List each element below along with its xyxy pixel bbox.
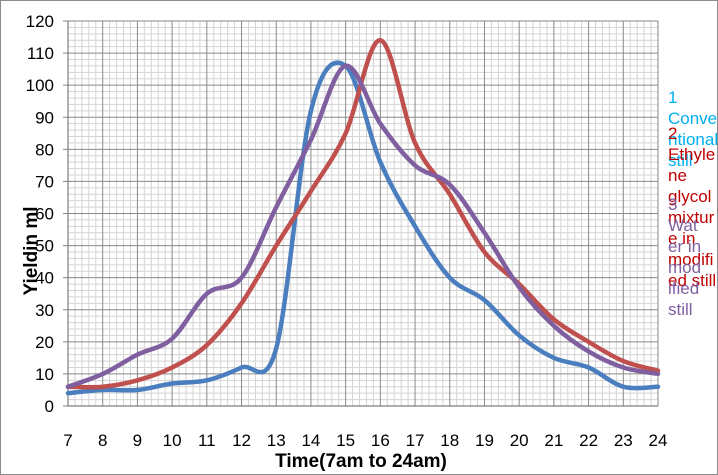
y-tick-labels: 0 10 20 30 40 50 60 70 80 90 100 110 120 bbox=[26, 12, 54, 416]
y-tick-label: 120 bbox=[26, 12, 54, 31]
legend-text-line: ified bbox=[668, 279, 699, 298]
x-tick-label: 12 bbox=[232, 431, 251, 450]
legend-text-line: mod bbox=[668, 258, 701, 277]
legend-text-line: 1 bbox=[668, 88, 677, 107]
y-tick-label: 50 bbox=[35, 237, 54, 256]
y-tick-label: 10 bbox=[35, 365, 54, 384]
x-tick-label: 22 bbox=[579, 431, 598, 450]
x-axis-title: Time(7am to 24am) bbox=[275, 451, 447, 472]
x-tick-label: 19 bbox=[475, 431, 494, 450]
legend-entry-3: 3 Wat er in mod ified still bbox=[668, 195, 701, 319]
y-tick-label: 90 bbox=[35, 108, 54, 127]
x-tick-labels: 7 8 9 10 11 12 13 14 15 16 17 18 19 20 21 22 23 24 bbox=[63, 431, 667, 450]
axes bbox=[63, 20, 658, 407]
legend-text-line: 2 bbox=[668, 124, 677, 143]
legend-text-line: 3 bbox=[668, 195, 677, 214]
y-tick-label: 20 bbox=[35, 333, 54, 352]
x-tick-label: 7 bbox=[63, 431, 72, 450]
x-tick-label: 18 bbox=[440, 431, 459, 450]
series-line-3 bbox=[65, 63, 661, 389]
y-tick-label: 40 bbox=[35, 269, 54, 288]
x-tick-label: 13 bbox=[267, 431, 286, 450]
legend: 1 Conve ntional still 2 Ethyle ne glycol mixtur e… bbox=[668, 88, 718, 319]
legend-text-line: modifi bbox=[668, 250, 713, 269]
legend-text-line: glycol bbox=[668, 187, 711, 206]
x-tick-label: 14 bbox=[301, 431, 320, 450]
x-tick-label: 9 bbox=[133, 431, 142, 450]
legend-text-line: Wat bbox=[668, 216, 698, 235]
x-tick-label: 11 bbox=[198, 431, 216, 450]
y-tick-label: 60 bbox=[35, 205, 54, 224]
series-layer bbox=[65, 38, 661, 396]
series-line-2 bbox=[65, 38, 661, 390]
y-tick-label: 30 bbox=[35, 301, 54, 320]
legend-text-line: still bbox=[668, 300, 693, 319]
x-tick-label: 15 bbox=[336, 431, 355, 450]
legend-text-line: mixtur bbox=[668, 208, 715, 227]
x-tick-label: 8 bbox=[98, 431, 107, 450]
legend-text-line: ne bbox=[668, 166, 687, 185]
x-tick-label: 20 bbox=[510, 431, 529, 450]
legend-text-line: er in bbox=[668, 237, 701, 256]
x-tick-label: 23 bbox=[614, 431, 633, 450]
x-tick-label: 16 bbox=[371, 431, 390, 450]
y-tick-label: 70 bbox=[35, 172, 54, 191]
legend-entry-1: 1 Conve ntional still bbox=[668, 88, 718, 170]
legend-text-line: Ethyle bbox=[668, 145, 715, 164]
y-tick-label: 80 bbox=[35, 140, 54, 159]
legend-text-line: Conve bbox=[668, 109, 717, 128]
x-tick-label: 24 bbox=[649, 431, 668, 450]
x-tick-label: 21 bbox=[544, 431, 563, 450]
y-tick-label: 110 bbox=[27, 44, 54, 63]
x-tick-label: 10 bbox=[163, 431, 182, 450]
legend-text-line: ed still bbox=[668, 271, 716, 290]
legend-text-line: ntional bbox=[668, 130, 718, 149]
y-tick-label: 0 bbox=[45, 397, 54, 416]
legend-entry-2: 2 Ethyle ne glycol mixtur e in modifi ed still bbox=[668, 124, 716, 290]
y-tick-label: 100 bbox=[26, 76, 54, 95]
legend-text-line: e in bbox=[668, 229, 695, 248]
y-axis-title: Yieldin ml bbox=[21, 206, 42, 295]
x-tick-label: 17 bbox=[406, 431, 425, 450]
legend-text-line: still bbox=[668, 151, 693, 170]
